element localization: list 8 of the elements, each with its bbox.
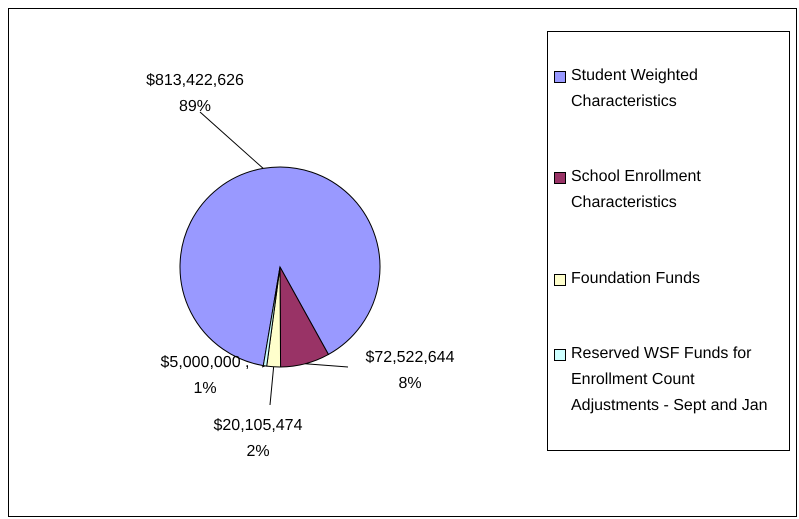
legend-label: Reserved WSF Funds for Enrollment Count Adjustments - Sept and Jan: [571, 344, 769, 416]
legend-label: Student Weighted Characteristics: [571, 66, 699, 112]
legend-label: Foundation Funds: [571, 268, 701, 289]
data-label: $20,105,474 2%: [214, 417, 303, 460]
data-label: $813,422,626 89%: [146, 72, 244, 115]
data-label: $72,522,644 8%: [366, 349, 455, 392]
legend-label: School Enrollment Characteristics: [571, 167, 702, 214]
data-label: $5,000,000 , 1%: [160, 354, 250, 397]
